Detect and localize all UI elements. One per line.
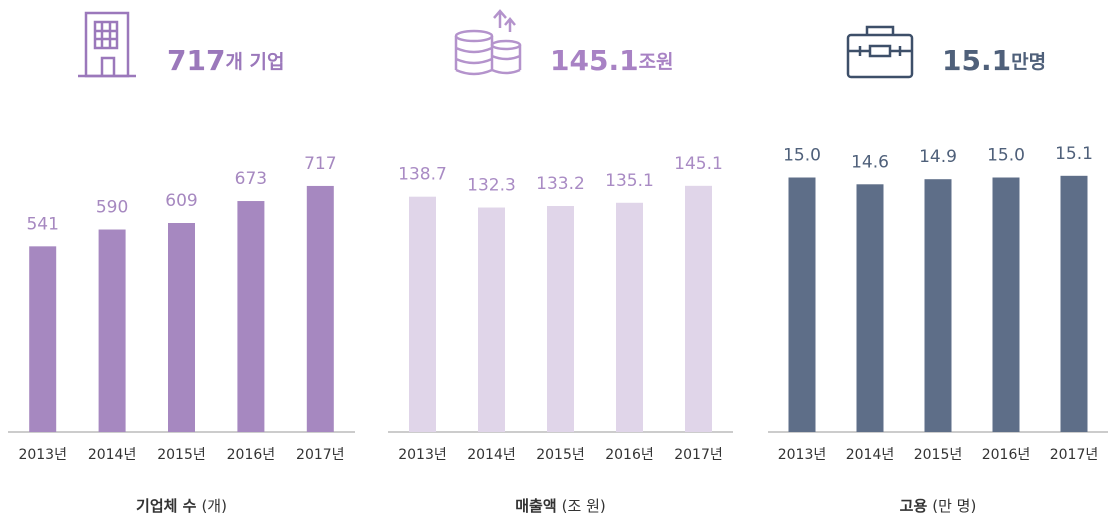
- x-tick-label: 2014년: [88, 447, 137, 463]
- value-label: 673: [235, 169, 267, 189]
- x-axis-label-unit: (조 원): [562, 497, 606, 515]
- value-label: 14.6: [851, 152, 889, 172]
- building-icon: [78, 11, 136, 78]
- x-axis-label: 기업체 수 (개): [136, 497, 227, 515]
- x-axis-label-main: 매출액: [515, 497, 556, 515]
- x-tick-label: 2015년: [157, 447, 206, 463]
- value-label: 15.0: [783, 146, 821, 166]
- bar: [992, 177, 1020, 432]
- headline: 15.1만명: [942, 44, 1046, 77]
- x-tick-label: 2014년: [467, 447, 516, 463]
- value-label: 590: [96, 198, 128, 218]
- bar: [478, 207, 505, 432]
- headline: 717개 기업: [167, 44, 285, 77]
- bar: [616, 202, 643, 432]
- x-axis-label: 고용 (만 명): [900, 497, 977, 515]
- x-tick-label: 2017년: [1050, 447, 1099, 463]
- value-label: 609: [165, 191, 197, 211]
- bar: [788, 177, 816, 432]
- headline-value: 15.1: [942, 44, 1011, 77]
- x-tick-label: 2016년: [982, 447, 1031, 463]
- value-label: 132.3: [467, 176, 516, 196]
- briefcase-icon: [846, 25, 914, 79]
- headline-unit: 개 기업: [225, 51, 284, 73]
- value-label: 145.1: [674, 154, 723, 174]
- x-tick-label: 2016년: [605, 447, 654, 463]
- x-tick-label: 2013년: [778, 447, 827, 463]
- bar: [306, 185, 334, 432]
- headline-unit: 만명: [1011, 51, 1046, 73]
- x-tick-label: 2016년: [227, 447, 276, 463]
- value-label: 717: [304, 154, 336, 174]
- x-tick-label: 2015년: [536, 447, 585, 463]
- bar: [237, 201, 265, 432]
- x-axis-label-main: 고용: [900, 497, 928, 515]
- x-axis-label-main: 기업체 수: [136, 497, 197, 515]
- x-tick-label: 2015년: [914, 447, 963, 463]
- coins-icon: [454, 9, 522, 76]
- headline-value: 717: [167, 44, 225, 77]
- bar: [685, 185, 712, 432]
- headline: 145.1조원: [550, 44, 674, 77]
- value-label: 138.7: [398, 165, 447, 185]
- x-tick-label: 2013년: [18, 447, 67, 463]
- headline-value: 145.1: [550, 44, 639, 77]
- value-label: 14.9: [919, 147, 957, 167]
- bar: [856, 184, 884, 432]
- value-label: 135.1: [605, 171, 654, 191]
- bar: [547, 206, 574, 432]
- value-label: 133.2: [536, 174, 585, 194]
- bar: [98, 229, 126, 432]
- bar: [29, 246, 57, 432]
- bar: [924, 179, 952, 432]
- x-axis-label-unit: (개): [201, 497, 227, 515]
- bar: [1060, 175, 1088, 432]
- x-tick-label: 2017년: [296, 447, 345, 463]
- x-axis-label: 매출액 (조 원): [515, 497, 605, 515]
- value-label: 15.0: [987, 146, 1025, 166]
- headline-unit: 조원: [639, 51, 674, 73]
- x-axis-label-unit: (만 명): [932, 497, 976, 515]
- bar: [168, 223, 195, 432]
- x-tick-label: 2017년: [674, 447, 723, 463]
- bar: [409, 196, 436, 432]
- x-tick-label: 2013년: [398, 447, 447, 463]
- value-label: 541: [26, 214, 58, 234]
- x-tick-label: 2014년: [846, 447, 895, 463]
- value-label: 15.1: [1055, 144, 1093, 164]
